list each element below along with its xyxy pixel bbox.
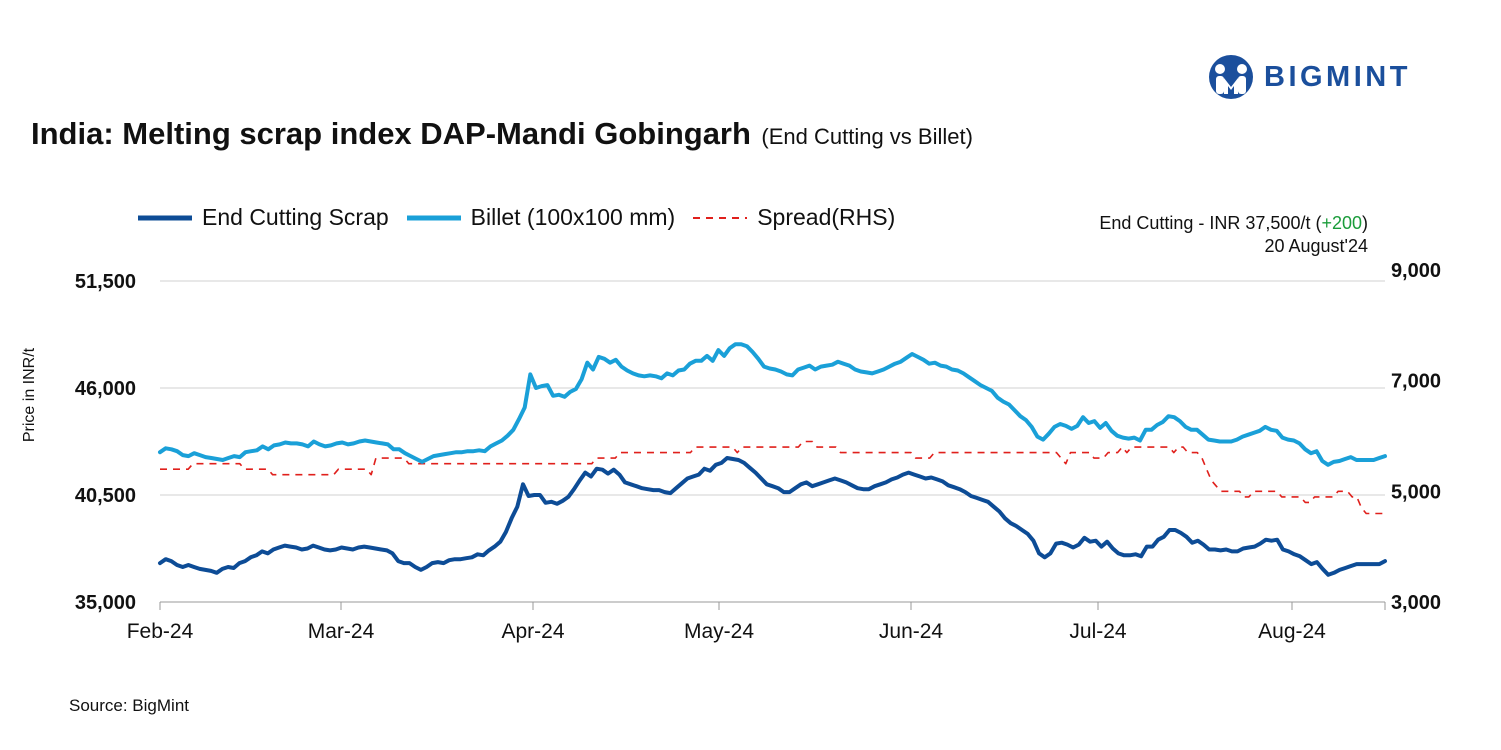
y-tick-left-label: 35,000 <box>75 592 136 614</box>
y-tick-left-label: 51,500 <box>75 271 136 293</box>
x-tick-label: May-24 <box>684 620 754 643</box>
annotation-prefix: End Cutting - INR 37,500/t ( <box>1099 213 1322 233</box>
chart-legend: End Cutting Scrap Billet (100x100 mm) Sp… <box>138 204 913 231</box>
y-tick-right-label: 5,000 <box>1391 481 1441 503</box>
legend-swatch-end-cutting <box>138 215 192 220</box>
y-tick-right-label: 9,000 <box>1391 260 1441 282</box>
axes: 51,500 46,000 40,500 35,000 9,000 7,000 5,000 3… <box>21 260 1441 643</box>
series-line-billet-100x100-mm <box>158 342 1387 467</box>
legend-swatch-spread <box>693 216 748 219</box>
series-lines <box>158 342 1387 577</box>
chart-title-main: India: Melting scrap index DAP-Mandi Gob… <box>31 116 751 151</box>
series-line-end-cutting-scrap <box>158 456 1387 577</box>
y-axis-label: Price in INR/t <box>21 347 38 442</box>
chart-title: India: Melting scrap index DAP-Mandi Gob… <box>31 116 973 152</box>
series-line-spread-rhs <box>160 440 1385 515</box>
legend-label-billet: Billet (100x100 mm) <box>470 204 676 230</box>
legend-swatch-billet <box>406 215 461 220</box>
annotation-change: +200 <box>1321 213 1362 233</box>
gridlines <box>160 280 1385 603</box>
y-tick-right-label: 3,000 <box>1391 592 1441 614</box>
annotation-suffix: ) <box>1362 213 1368 233</box>
legend-item-billet: Billet (100x100 mm) <box>406 204 676 231</box>
y-tick-left-label: 40,500 <box>75 485 136 507</box>
bigmint-logo: BIGMINT <box>1208 52 1411 102</box>
annotation-price-line: End Cutting - INR 37,500/t (+200) <box>1099 212 1368 235</box>
x-tick-label: Jul-24 <box>1069 620 1127 643</box>
legend-label-end-cutting: End Cutting Scrap <box>202 204 389 230</box>
x-tick-label: Aug-24 <box>1258 620 1326 643</box>
source-note: Source: BigMint <box>69 696 189 715</box>
logo-text: BIGMINT <box>1264 60 1411 93</box>
x-tick-label: Mar-24 <box>308 620 375 643</box>
legend-item-end-cutting: End Cutting Scrap <box>138 204 389 231</box>
legend-item-spread: Spread(RHS) <box>693 204 895 231</box>
bigmint-logo-mark-icon <box>1209 55 1253 99</box>
x-tick-label: Feb-24 <box>127 620 194 643</box>
x-tick-label: Jun-24 <box>879 620 944 643</box>
price-annotation: End Cutting - INR 37,500/t (+200) 20 Aug… <box>1099 212 1368 258</box>
y-tick-right-label: 7,000 <box>1391 371 1441 393</box>
chart-title-sub: (End Cutting vs Billet) <box>761 124 973 149</box>
y-tick-left-label: 46,000 <box>75 378 136 400</box>
legend-label-spread: Spread(RHS) <box>757 204 896 230</box>
annotation-date: 20 August'24 <box>1264 236 1368 256</box>
x-tick-label: Apr-24 <box>501 620 564 643</box>
